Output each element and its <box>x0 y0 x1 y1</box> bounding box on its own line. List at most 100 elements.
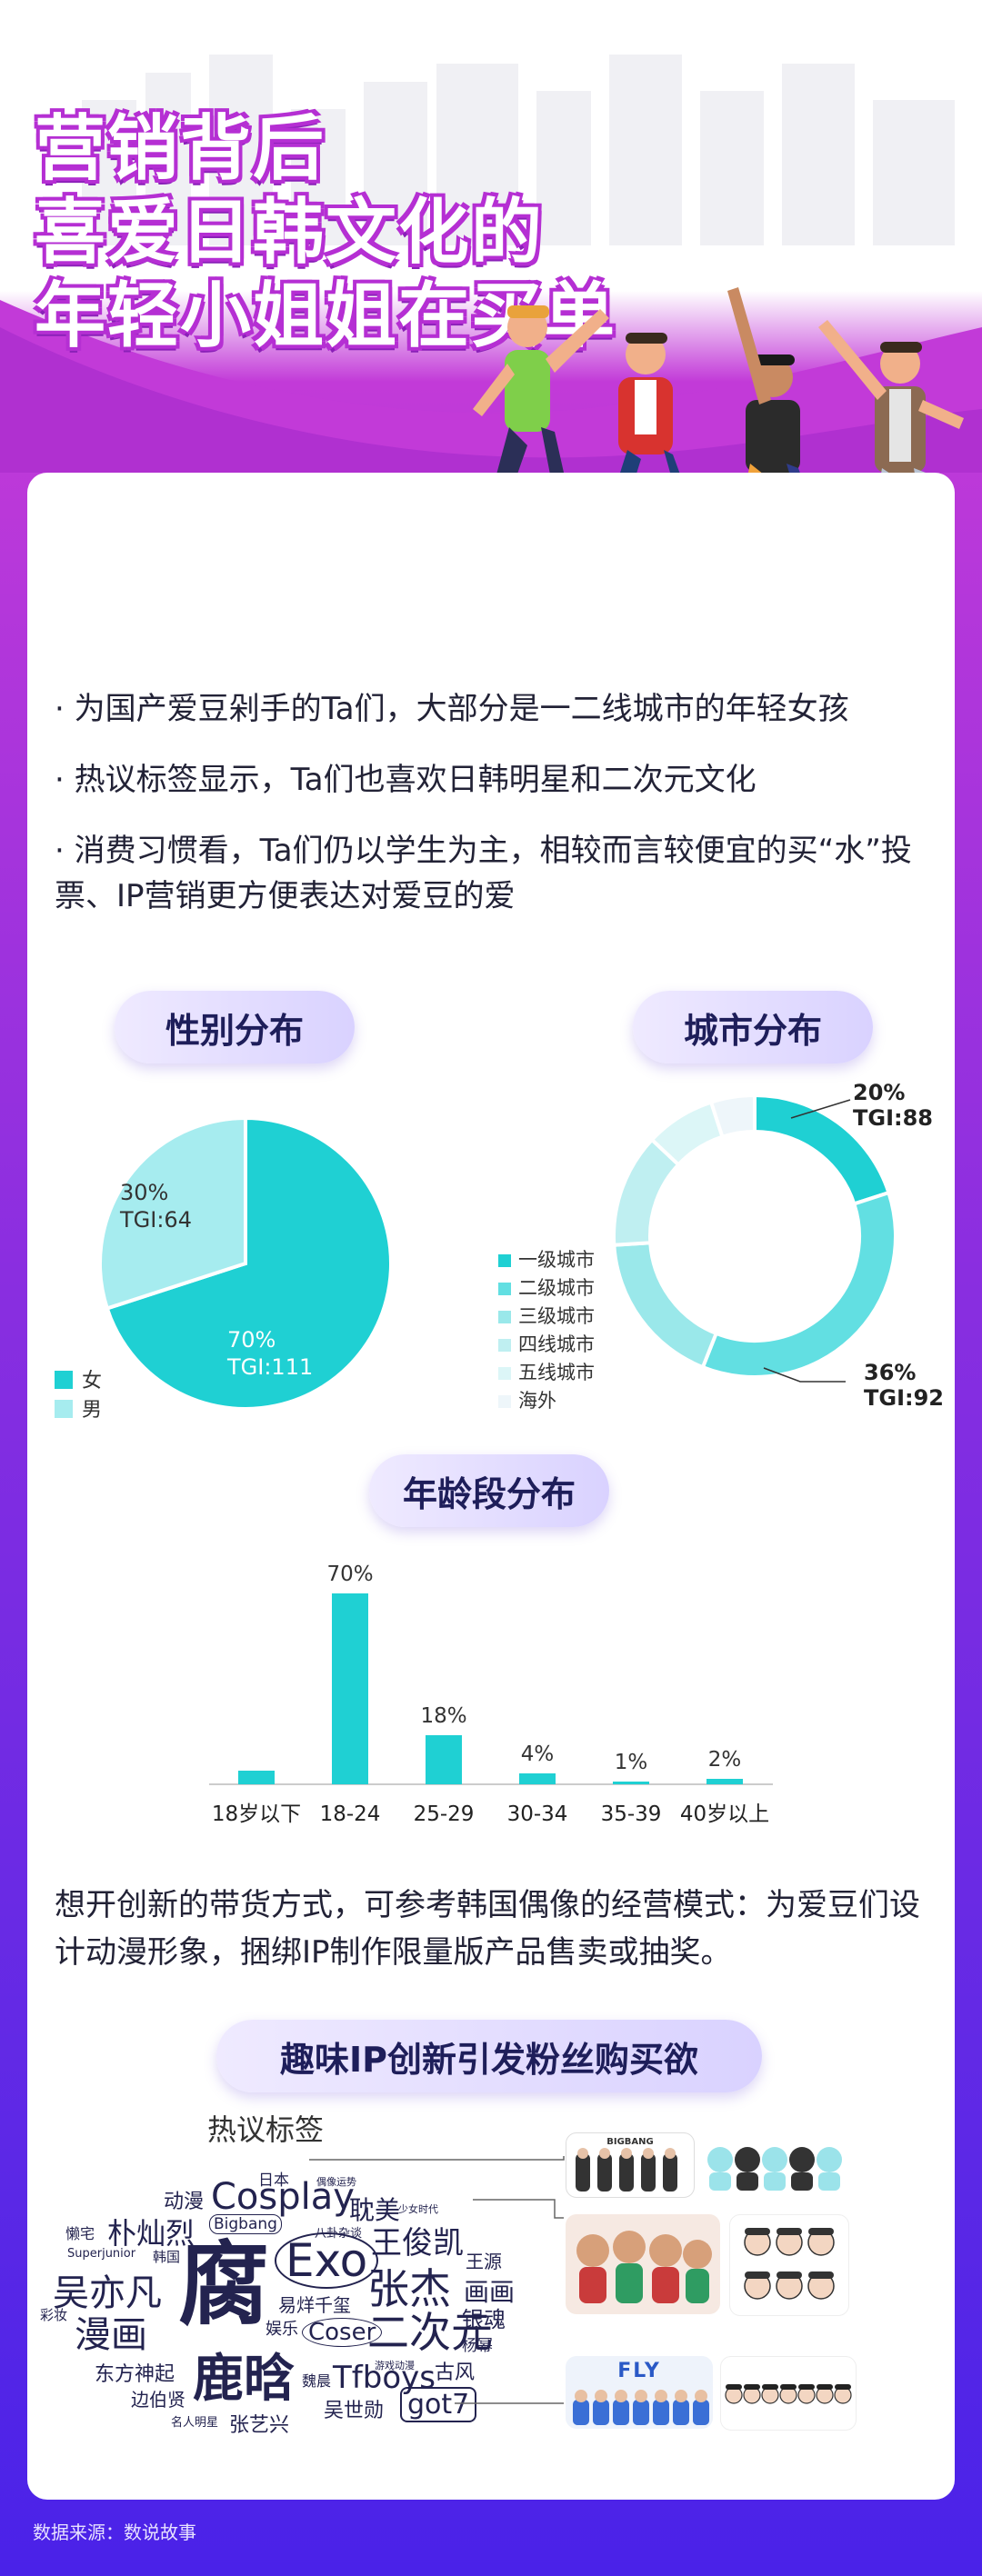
age-bar <box>706 1779 743 1784</box>
tag-word: 易烊千玺 <box>278 2294 351 2316</box>
gender-label-male-pct: 30% <box>120 1180 168 1205</box>
age-section-title: 年龄段分布 <box>369 1454 609 1527</box>
legend-label: 三级城市 <box>518 1305 595 1327</box>
age-bar <box>519 1773 556 1784</box>
city-donut-chart: 20% TGI:88 36% TGI:92 一级城市二级城市三级城市四线城市五线… <box>498 1080 944 1412</box>
age-bar <box>332 1593 368 1784</box>
tag-word: 动漫 <box>164 2191 205 2213</box>
cartoon-members-icon <box>725 2384 852 2404</box>
tag-word: 耽美 <box>349 2195 401 2225</box>
age-bar <box>426 1735 462 1784</box>
tag-word: 王源 <box>466 2251 502 2272</box>
hero-title-line-2: 喜爱日韩文化的 <box>35 192 545 274</box>
tag-word: 腐 <box>178 2232 269 2338</box>
pie-slice-male <box>98 1115 247 1311</box>
tag-word: 二次元 <box>367 2308 493 2357</box>
data-source: 数据来源：数说故事 <box>33 2521 196 2543</box>
connector-line-2 <box>473 2199 564 2219</box>
bullet-item: · 为国产爱豆剁手的Ta们，大部分是一二线城市的年轻女孩 <box>55 691 849 727</box>
bear-plush-icons <box>707 2147 842 2191</box>
hero-title-line-1: 营销背后 <box>35 108 326 190</box>
tag-word: 鹿晗 <box>193 2350 295 2409</box>
ip-section-title: 趣味IP创新引发粉丝购买欲 <box>216 2020 762 2092</box>
thumb-bigbang-label: BIGBANG <box>606 2137 654 2147</box>
age-tick-label: 35-39 <box>601 1802 662 1826</box>
tag-word: 名人明星 <box>171 2416 219 2430</box>
donut-slice <box>708 1093 757 1140</box>
legend-swatch <box>498 1339 511 1352</box>
legend-swatch-female <box>55 1371 73 1389</box>
tag-word: Exo <box>275 2232 379 2289</box>
bullet-list: · 为国产爱豆剁手的Ta们，大部分是一二线城市的年轻女孩 · 热议标签显示，Ta… <box>55 686 946 944</box>
tag-word: 偶像运势 <box>316 2176 356 2188</box>
legend-swatch <box>498 1283 511 1295</box>
thumb-fly-label: FLY <box>617 2360 661 2382</box>
chibi-figures-icon <box>744 2228 835 2300</box>
tag-word: got7 <box>400 2387 477 2422</box>
city-section-title: 城市分布 <box>633 991 873 1063</box>
age-tick-label: 25-29 <box>414 1802 475 1826</box>
thumb-got7-cartoon <box>720 2356 857 2431</box>
tag-word: 东方神起 <box>95 2363 175 2386</box>
tag-word: 日本 <box>258 2172 289 2190</box>
legend-swatch <box>498 1311 511 1323</box>
tags-title: 热议标签 <box>207 2112 325 2147</box>
thumb-bigbang-plush <box>702 2132 857 2196</box>
tag-word: Coser <box>302 2318 383 2347</box>
legend-swatch <box>498 1395 511 1408</box>
note-text: 想开创新的带货方式，可参考韩国偶像的经营模式：为爱豆们设计动漫形象，捆绑IP制作… <box>55 1887 920 1971</box>
hero-title: 营销背后 喜爱日韩文化的 年轻小姐姐在买单 <box>35 107 616 358</box>
tag-word: 杨幂 <box>462 2337 493 2355</box>
gender-legend: 女 男 <box>55 1370 102 1422</box>
tag-word: 古风 <box>435 2361 476 2384</box>
tag-word: 画画 <box>464 2277 516 2307</box>
bigbang-members-icon <box>576 2148 677 2192</box>
tag-word: 懒宅 <box>65 2225 95 2242</box>
city-leader-line-2 <box>763 1367 846 1383</box>
tag-word: 少女时代 <box>398 2203 438 2215</box>
legend-label-male: 男 <box>82 1399 102 1422</box>
city-annotation-2-pct: 36% <box>864 1360 916 1385</box>
thumb-got7-fly: FLY <box>566 2356 713 2429</box>
age-bar <box>238 1771 275 1784</box>
donut-slice <box>612 1241 719 1370</box>
city-skyline-background <box>0 55 982 473</box>
age-bar-label: 4% <box>521 1742 555 1766</box>
tag-word: 朴灿烈 <box>107 2216 195 2251</box>
tag-word: 边伯贤 <box>131 2389 185 2411</box>
age-bar-label: 1% <box>615 1751 648 1774</box>
age-bar-label: 18% <box>420 1704 466 1728</box>
tag-word: 张艺兴 <box>229 2414 290 2437</box>
tag-word: Tfboys <box>333 2360 436 2396</box>
legend-label: 五线城市 <box>518 1362 595 1383</box>
tag-word: 漫画 <box>75 2314 147 2356</box>
gender-label-female-tgi: TGI:111 <box>226 1354 313 1380</box>
pie-slice-female <box>105 1115 393 1411</box>
legend-label: 海外 <box>518 1390 556 1412</box>
donut-slice <box>700 1190 897 1379</box>
legend-label: 一级城市 <box>518 1249 595 1271</box>
tag-word: 彩妆 <box>40 2307 68 2323</box>
city-annotation-1-pct: 20% <box>853 1080 905 1105</box>
bullet-item: · 热议标签显示，Ta们也喜欢日韩明星和二次元文化 <box>55 762 757 798</box>
tag-word: 吴世勋 <box>324 2400 385 2422</box>
legend-label-female: 女 <box>82 1370 102 1393</box>
tag-word: 魏晨 <box>302 2372 332 2390</box>
tag-word: 娱乐 <box>266 2320 298 2339</box>
tag-word: 吴亦凡 <box>53 2272 162 2314</box>
tag-word: 银魂 <box>462 2307 506 2332</box>
connector-line-1 <box>309 2156 565 2161</box>
legend-swatch-male <box>55 1400 73 1418</box>
tag-word: 王俊凯 <box>371 2225 464 2261</box>
legend-swatch <box>498 1254 511 1267</box>
thumb-bigbang: BIGBANG <box>566 2132 695 2198</box>
tag-word: 韩国 <box>153 2249 181 2265</box>
thumb-exo-figures <box>729 2214 849 2316</box>
city-annotation-1-tgi: TGI:88 <box>853 1105 933 1131</box>
tag-word: 张杰 <box>367 2264 451 2313</box>
tag-word: 游戏动漫 <box>375 2360 415 2371</box>
city-annotation-2-tgi: TGI:92 <box>864 1385 944 1411</box>
gender-label-male-tgi: TGI:64 <box>119 1207 192 1233</box>
gender-label-female-pct: 70% <box>227 1327 276 1353</box>
